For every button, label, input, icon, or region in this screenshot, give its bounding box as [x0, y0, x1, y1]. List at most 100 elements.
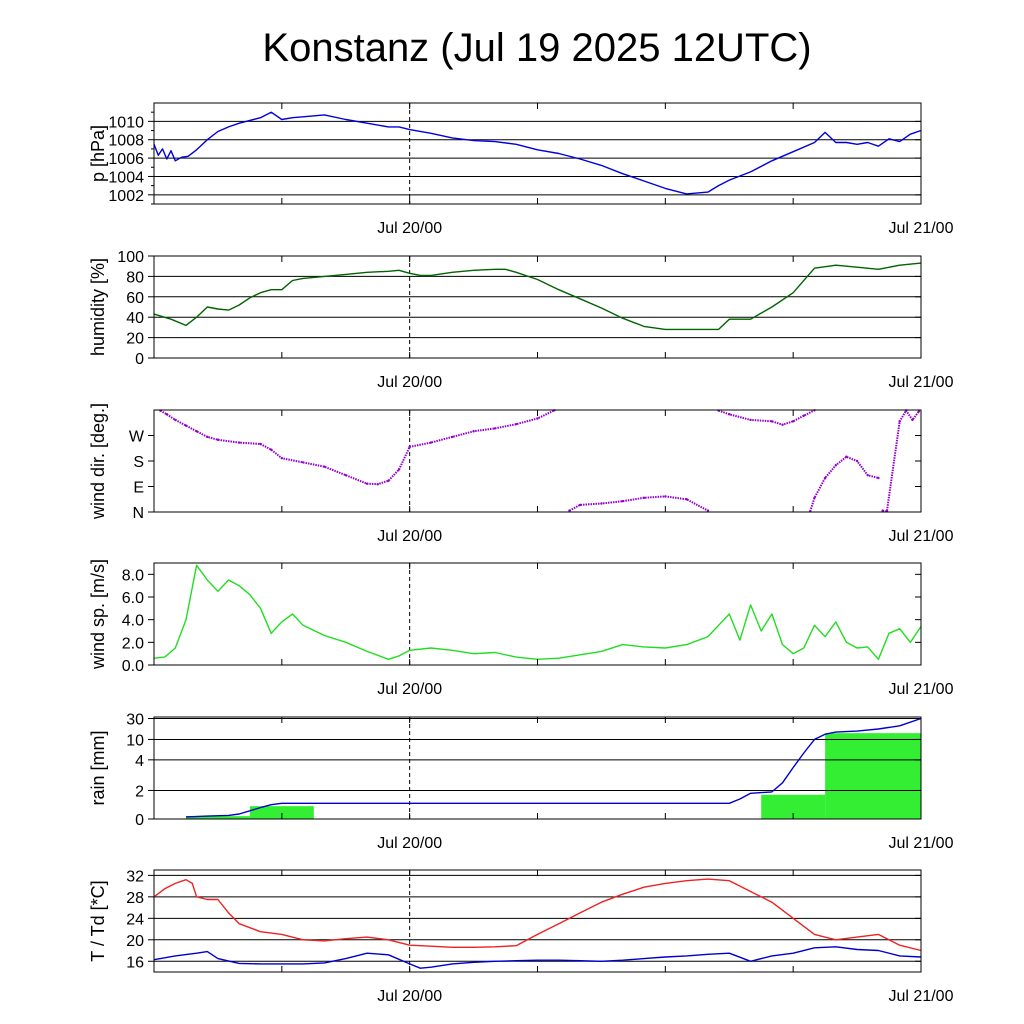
wind-dir-trace-4 [882, 408, 920, 513]
wind-dir-point [165, 413, 168, 416]
xtick-label: Jul 20/00 [377, 681, 442, 698]
wind-dir-point [184, 424, 188, 427]
ylabel: humidity [%] [88, 258, 108, 356]
xtick-label: Jul 21/00 [889, 681, 954, 698]
ytick-label: 1008 [108, 133, 144, 150]
panel-humidity: 0 20 40 60 80 100 Jul 20/00 Jul 21/00 humidity [… [88, 249, 954, 391]
wind-dir-point [642, 496, 646, 500]
wind-dir-trace-0 [159, 409, 555, 486]
wind-dir-point [397, 468, 401, 471]
ytick-label: 24 [126, 911, 144, 928]
ytick-label: 20 [126, 331, 144, 348]
wind-dir-point [791, 420, 795, 423]
wind-dir-trace-1 [569, 495, 709, 512]
panel-frame [153, 869, 922, 973]
wind-dir-point [664, 495, 667, 498]
humidity-line [153, 262, 922, 331]
wind-dir-point [451, 435, 454, 439]
wind-dir-point [881, 509, 884, 512]
ytick-label: 4.0 [122, 613, 144, 630]
ytick-label: 2.0 [122, 635, 144, 652]
ytick-label: 4 [135, 753, 144, 770]
ytick-label: 40 [126, 310, 144, 327]
wind-dir-point [898, 420, 901, 423]
td-line [153, 946, 922, 969]
ytick-label: 0 [135, 351, 144, 368]
wind-dir-point [621, 500, 624, 503]
ytick-label: 0.0 [122, 658, 144, 675]
panel-rain: 0 2 4 10 30 Jul 20/00 Jul 21/00 rain [mm] [88, 712, 954, 852]
wind-dir-point [834, 464, 837, 467]
wind-dir-point [493, 427, 497, 430]
wind-dir-point [269, 448, 273, 451]
wind-dir-point [376, 483, 379, 486]
wind-dir-point [802, 414, 806, 417]
wind-dir-point [706, 509, 710, 512]
ytick-label: 8.0 [122, 567, 144, 584]
ytick-label: 30 [126, 712, 144, 729]
ytick-label: 28 [126, 890, 144, 907]
wind-dir-point [429, 441, 433, 444]
wind-dir-point [578, 503, 582, 507]
wind-dir-point [195, 430, 198, 433]
wind-dir-point [877, 476, 880, 480]
xtick-label: Jul 21/00 [889, 835, 954, 852]
wind-dir-point [813, 496, 816, 500]
t-line [153, 878, 922, 952]
ylabel: rain [mm] [88, 730, 108, 805]
wind-dir-trace-2 [718, 409, 815, 426]
wind-dir-point [536, 417, 539, 420]
xtick-label: Jul 20/00 [377, 220, 442, 237]
rain-bar-3 [825, 733, 921, 819]
ylabel: p [hPa] [88, 125, 108, 182]
wind-dir-point [917, 410, 921, 413]
ytick-label: 1006 [108, 151, 144, 168]
panel-frame [153, 102, 922, 205]
xtick-label: Jul 20/00 [377, 528, 442, 545]
xtick-label: Jul 21/00 [889, 220, 954, 237]
ylabel: wind sp. [m/s] [88, 559, 108, 670]
wind-dir-point [344, 473, 347, 477]
wind-dir-point [685, 498, 688, 501]
wind-dir-point [514, 422, 518, 426]
wind-dir-point [600, 502, 603, 505]
xtick-label: Jul 20/00 [377, 988, 442, 1005]
panel-wind_speed: 0.0 2.0 4.0 6.0 8.0 Jul 20/00 Jul 21/00 wind sp… [88, 559, 954, 698]
xtick-label: Jul 21/00 [889, 988, 954, 1005]
wind-dir-point [781, 423, 784, 426]
wind-dir-point [823, 476, 827, 480]
ytick-label: E [133, 480, 144, 497]
wind-dir-point [472, 430, 475, 433]
wind-dir-point [365, 482, 369, 485]
ytick-label: 32 [126, 868, 144, 885]
ytick-label: N [132, 505, 144, 522]
wind-dir-point [323, 465, 326, 468]
wind-dir-point [238, 441, 241, 444]
page-title: Konstanz (Jul 19 2025 12UTC) [262, 26, 812, 70]
wind-dir-point [408, 445, 411, 449]
wind-dir-point [749, 418, 752, 422]
pressure-line [153, 111, 922, 195]
wind-dir-trace-3 [809, 455, 879, 512]
ytick-label: 2 [135, 783, 144, 800]
ytick-label: 6.0 [122, 590, 144, 607]
ytick-label: 0 [135, 812, 144, 829]
ytick-label: 100 [117, 249, 144, 266]
wind-dir-point [866, 473, 869, 477]
wind-dir-point [855, 459, 859, 463]
panel-frame [153, 255, 922, 359]
wind-dir-point [216, 438, 220, 441]
rain-line [185, 717, 922, 818]
ytick-label: 60 [126, 290, 144, 307]
wind-dir-point [280, 456, 284, 460]
xtick-label: Jul 21/00 [889, 374, 954, 391]
xtick-label: Jul 21/00 [889, 528, 954, 545]
ytick-label: 20 [126, 933, 144, 950]
xtick-label: Jul 20/00 [377, 374, 442, 391]
wind-dir-point [174, 418, 177, 422]
wind-dir-point [568, 509, 571, 512]
